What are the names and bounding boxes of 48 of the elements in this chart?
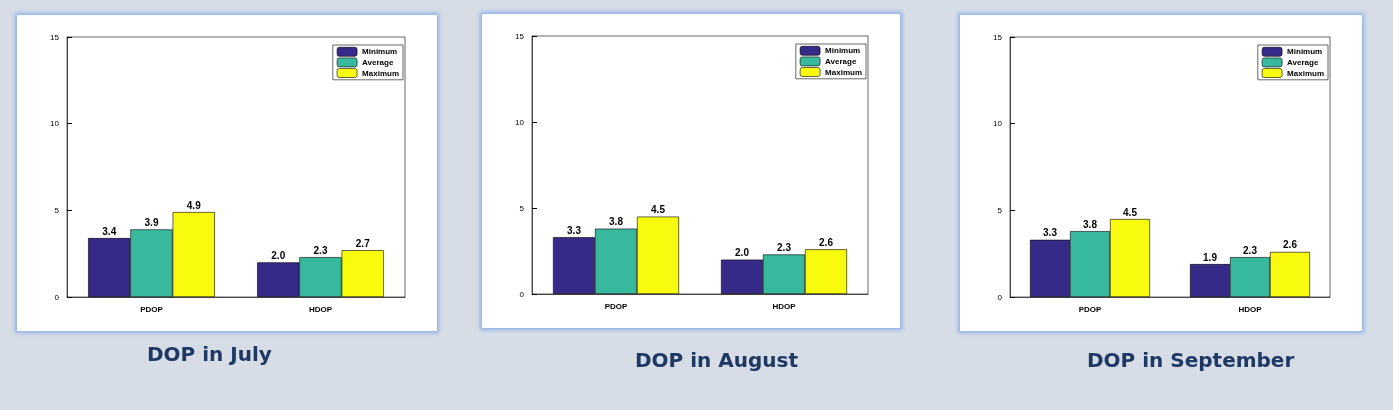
data-label: 3.8 bbox=[1083, 218, 1098, 230]
legend-label: Average bbox=[1287, 57, 1319, 67]
data-label: 2.0 bbox=[271, 249, 286, 261]
data-label: 2.6 bbox=[819, 236, 834, 248]
legend-label: Minimum bbox=[362, 47, 398, 57]
data-label: 3.4 bbox=[102, 225, 117, 237]
y-tick-label: 5 bbox=[997, 205, 1003, 215]
data-label: 2.7 bbox=[355, 237, 371, 249]
y-tick-label: 10 bbox=[993, 119, 1003, 129]
data-label: 2.6 bbox=[1283, 239, 1298, 251]
legend-label: Maximum bbox=[825, 67, 863, 77]
legend-label: Minimum bbox=[825, 46, 861, 56]
data-label: 3.3 bbox=[567, 224, 582, 236]
data-label: 2.3 bbox=[1243, 244, 1258, 256]
y-tick-label: 0 bbox=[519, 289, 525, 299]
x-tick-label: HDOP bbox=[772, 301, 797, 311]
y-tick-label: 15 bbox=[993, 32, 1003, 42]
data-label: 4.9 bbox=[186, 199, 202, 211]
y-tick-label: 5 bbox=[54, 205, 60, 215]
legend-label: Average bbox=[362, 57, 394, 67]
x-tick-label: HDOP bbox=[1238, 304, 1263, 314]
data-label: 4.5 bbox=[1123, 206, 1138, 218]
data-label: 2.0 bbox=[735, 247, 750, 259]
data-label: 3.9 bbox=[144, 216, 159, 228]
data-label: 3.3 bbox=[1043, 227, 1058, 239]
text: DOP in September bbox=[1087, 348, 1295, 372]
y-tick-label: 15 bbox=[515, 31, 525, 41]
y-tick-label: 0 bbox=[997, 292, 1003, 302]
data-label: 4.5 bbox=[651, 204, 666, 216]
legend-label: Average bbox=[825, 56, 857, 66]
legend-label: Maximum bbox=[1287, 68, 1325, 78]
y-tick-label: 10 bbox=[50, 119, 60, 129]
data-label: 1.9 bbox=[1203, 251, 1218, 263]
y-tick-label: 15 bbox=[50, 32, 60, 42]
y-tick-label: 10 bbox=[515, 117, 525, 127]
text: DOP in August bbox=[635, 348, 799, 372]
data-label: 2.3 bbox=[313, 244, 328, 256]
y-tick-label: 5 bbox=[519, 203, 525, 213]
legend-label: Minimum bbox=[1287, 47, 1323, 57]
x-tick-label: PDOP bbox=[140, 304, 164, 314]
y-tick-label: 0 bbox=[54, 292, 60, 302]
legend-label: Maximum bbox=[362, 68, 400, 78]
text: DOP in July bbox=[147, 342, 272, 366]
data-label: 2.3 bbox=[777, 241, 792, 253]
x-tick-label: HDOP bbox=[308, 304, 333, 314]
x-tick-label: PDOP bbox=[604, 301, 628, 311]
x-tick-label: PDOP bbox=[1078, 304, 1102, 314]
data-label: 3.8 bbox=[609, 216, 624, 228]
